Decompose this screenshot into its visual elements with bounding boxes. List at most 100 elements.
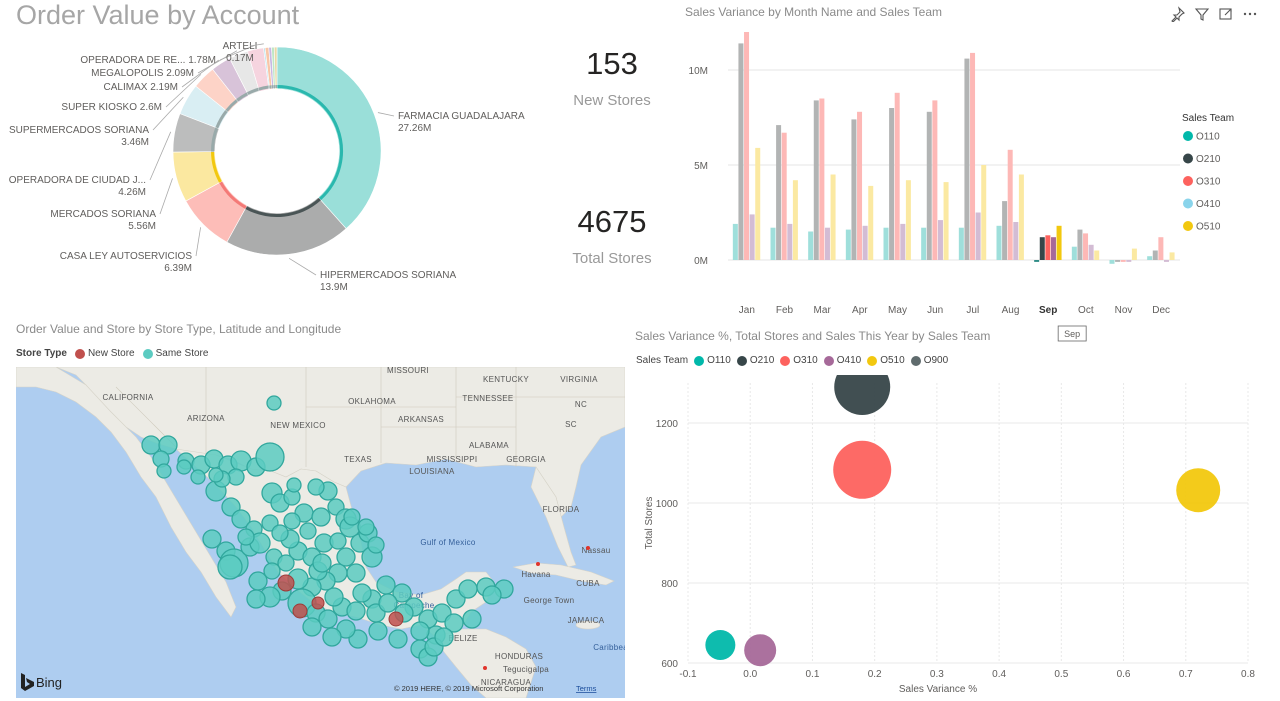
bar[interactable]	[793, 180, 798, 260]
donut-slice[interactable]	[277, 47, 381, 229]
bar[interactable]	[1089, 245, 1094, 260]
map-bubble-same-store[interactable]	[157, 464, 171, 478]
bar[interactable]	[846, 230, 851, 260]
map-bubble-same-store[interactable]	[249, 572, 267, 590]
map-bubble-same-store[interactable]	[459, 580, 477, 598]
bar[interactable]	[1170, 252, 1175, 260]
bar[interactable]	[825, 228, 830, 260]
bar[interactable]	[884, 228, 889, 260]
bar-legend-label[interactable]: O310	[1196, 177, 1221, 188]
map-bubble-same-store[interactable]	[312, 508, 330, 526]
map-bubble-same-store[interactable]	[191, 470, 205, 484]
map-bubble-new-store[interactable]	[312, 597, 324, 609]
map-canvas[interactable]: MISSOURI KENTUCKY VIRGINIA CALIFORNIA OKLAHO…	[16, 367, 625, 698]
bar[interactable]	[1083, 233, 1088, 260]
more-options-icon[interactable]	[1242, 6, 1258, 22]
scatter-bubble[interactable]	[834, 375, 890, 415]
scatter-bubble[interactable]	[833, 441, 891, 499]
bar-legend-label[interactable]: O210	[1196, 154, 1221, 165]
scatter-bubble[interactable]	[1176, 468, 1220, 512]
bar[interactable]	[1126, 260, 1131, 262]
map-bubble-new-store[interactable]	[293, 604, 307, 618]
bar[interactable]	[1132, 249, 1137, 260]
bar[interactable]	[970, 53, 975, 260]
bar[interactable]	[814, 100, 819, 260]
bar[interactable]	[771, 228, 776, 260]
map-bubble-same-store[interactable]	[325, 588, 343, 606]
bar[interactable]	[755, 148, 760, 260]
map-legend-new-store[interactable]: New Store	[75, 348, 135, 359]
map-bubble-new-store[interactable]	[389, 612, 403, 626]
bar[interactable]	[1072, 247, 1077, 260]
map-bubble-new-store[interactable]	[278, 575, 294, 591]
map-bubble-same-store[interactable]	[463, 610, 481, 628]
bar[interactable]	[1110, 260, 1115, 264]
map-bubble-same-store[interactable]	[379, 594, 397, 612]
map-bubble-same-store[interactable]	[347, 564, 365, 582]
bar[interactable]	[1019, 175, 1024, 261]
bar-legend-label[interactable]: O510	[1196, 222, 1221, 233]
scatter-legend-item[interactable]: O410	[824, 355, 861, 366]
map-bubble-same-store[interactable]	[272, 525, 288, 541]
bar[interactable]	[1077, 230, 1082, 260]
map-bubble-same-store[interactable]	[377, 576, 395, 594]
bar[interactable]	[932, 100, 937, 260]
bar[interactable]	[750, 214, 755, 260]
bar[interactable]	[819, 99, 824, 261]
bar[interactable]	[1013, 222, 1018, 260]
map-bubble-same-store[interactable]	[337, 548, 355, 566]
map-bubble-same-store[interactable]	[313, 554, 331, 572]
bar[interactable]	[857, 112, 862, 260]
bar[interactable]	[1094, 251, 1099, 261]
bar[interactable]	[808, 232, 813, 261]
donut-chart[interactable]: FARMACIA GUADALAJARA 27.26M HIPERMERCADOS …	[0, 36, 560, 306]
bar[interactable]	[1034, 260, 1039, 262]
bar[interactable]	[900, 224, 905, 260]
bar[interactable]	[738, 43, 743, 260]
bar[interactable]	[921, 228, 926, 260]
scatter-bubble[interactable]	[744, 634, 776, 666]
map-bubble-same-store[interactable]	[369, 622, 387, 640]
bar[interactable]	[851, 119, 856, 260]
bar[interactable]	[959, 228, 964, 260]
map-bubble-same-store[interactable]	[303, 618, 321, 636]
map-bubble-same-store[interactable]	[358, 519, 374, 535]
bar[interactable]	[744, 32, 749, 260]
map-bubble-same-store[interactable]	[287, 478, 301, 492]
map-bubble-same-store[interactable]	[238, 529, 254, 545]
map-bubble-same-store[interactable]	[209, 468, 223, 482]
scatter-chart[interactable]: -0.1 0.0 0.1 0.2 0.3 0.4 0.5 0.6 0.7 0.8600800100…	[630, 375, 1280, 701]
bar[interactable]	[863, 226, 868, 260]
bar[interactable]	[1158, 237, 1163, 260]
scatter-legend-item[interactable]: O310	[780, 355, 817, 366]
bar[interactable]	[1040, 237, 1045, 260]
map-legend-same-store[interactable]: Same Store	[143, 348, 209, 359]
scatter-legend-item[interactable]: O510	[867, 355, 904, 366]
bar[interactable]	[868, 186, 873, 260]
bar[interactable]	[1121, 260, 1126, 262]
bar[interactable]	[889, 108, 894, 260]
bar[interactable]	[938, 220, 943, 260]
bar[interactable]	[1008, 150, 1013, 260]
bar[interactable]	[976, 213, 981, 261]
map-bubble-same-store[interactable]	[218, 555, 242, 579]
bar[interactable]	[981, 165, 986, 260]
pin-icon[interactable]	[1170, 6, 1186, 22]
bar[interactable]	[787, 224, 792, 260]
bar[interactable]	[1115, 260, 1120, 262]
scatter-legend-item[interactable]: O210	[737, 355, 774, 366]
map-bubble-same-store[interactable]	[353, 584, 371, 602]
bar[interactable]	[733, 224, 738, 260]
bar-chart[interactable]: 10M5M0MJan Feb Mar Apr May Jun Jul Aug Sep Oct Nov…	[660, 30, 1280, 350]
map-bubble-same-store[interactable]	[368, 537, 384, 553]
map-bubble-same-store[interactable]	[344, 509, 360, 525]
map-terms-link[interactable]: Terms	[576, 684, 597, 693]
map-bubble-same-store[interactable]	[347, 602, 365, 620]
bar[interactable]	[997, 226, 1002, 260]
scatter-legend-item[interactable]: O110	[694, 355, 731, 366]
bar[interactable]	[1051, 237, 1056, 260]
map-bubble-same-store[interactable]	[247, 590, 265, 608]
bar[interactable]	[1002, 201, 1007, 260]
bar[interactable]	[895, 93, 900, 260]
bar[interactable]	[776, 125, 781, 260]
